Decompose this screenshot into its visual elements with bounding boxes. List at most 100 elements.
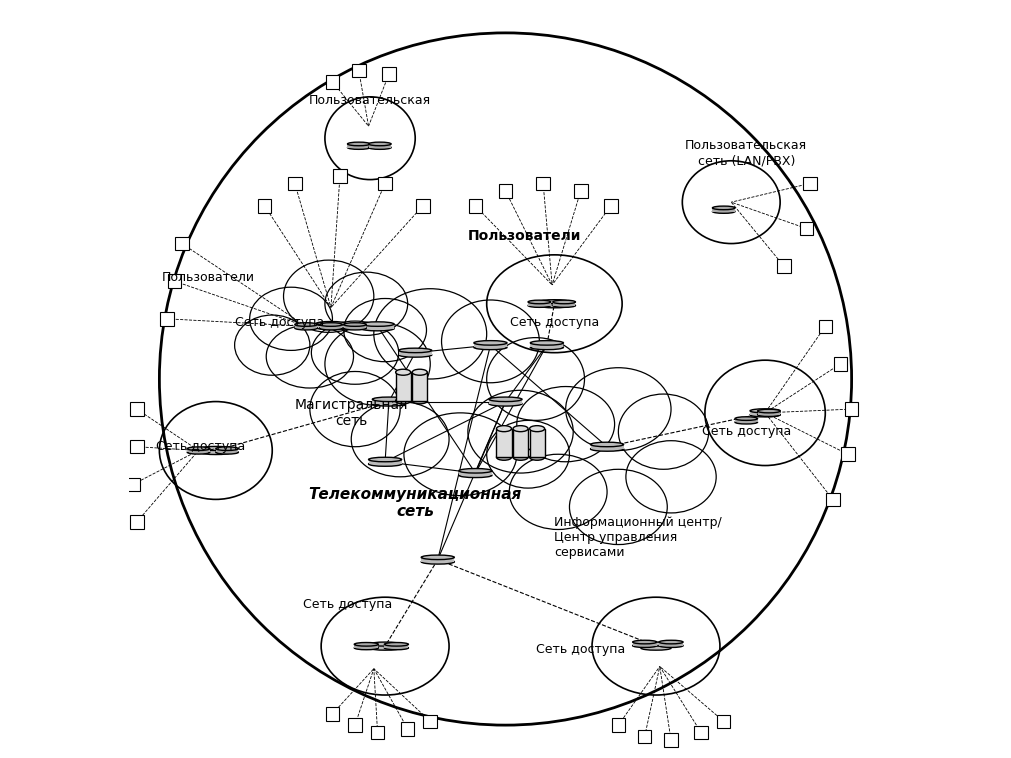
Bar	[638, 730, 651, 743]
Ellipse shape	[474, 345, 507, 349]
Ellipse shape	[422, 555, 454, 559]
Bar	[344, 324, 366, 328]
Ellipse shape	[468, 390, 573, 473]
Ellipse shape	[412, 369, 428, 375]
Text: Телекоммуникационная
сеть: Телекоммуникационная сеть	[308, 487, 522, 519]
Ellipse shape	[201, 450, 231, 455]
Ellipse shape	[354, 646, 378, 650]
Bar	[348, 719, 362, 732]
Bar	[489, 399, 522, 404]
Ellipse shape	[590, 446, 624, 451]
Bar	[833, 357, 847, 371]
Bar	[757, 411, 780, 415]
Ellipse shape	[590, 442, 624, 446]
Ellipse shape	[641, 642, 671, 646]
Ellipse shape	[750, 409, 780, 413]
Ellipse shape	[370, 642, 400, 646]
Ellipse shape	[528, 409, 686, 507]
Ellipse shape	[757, 409, 780, 413]
Ellipse shape	[530, 454, 545, 460]
Bar	[398, 350, 432, 355]
Ellipse shape	[633, 644, 657, 647]
Bar	[326, 75, 340, 89]
Ellipse shape	[348, 146, 370, 149]
Ellipse shape	[361, 322, 394, 327]
Ellipse shape	[735, 417, 757, 421]
Ellipse shape	[384, 646, 408, 650]
Ellipse shape	[530, 426, 545, 431]
Bar	[319, 324, 342, 328]
Ellipse shape	[659, 644, 683, 647]
Ellipse shape	[370, 646, 400, 650]
Ellipse shape	[315, 321, 346, 326]
Bar	[469, 199, 482, 213]
Text: Пользовательская: Пользовательская	[309, 94, 431, 107]
Text: Информационный центр/
Центр управления
сервисами: Информационный центр/ Центр управления с…	[554, 515, 722, 559]
Bar	[348, 144, 370, 148]
Bar	[633, 642, 657, 646]
Bar	[800, 222, 813, 235]
Ellipse shape	[633, 641, 657, 644]
Bar	[295, 324, 317, 328]
Ellipse shape	[374, 289, 486, 379]
Ellipse shape	[384, 643, 408, 646]
Bar	[528, 302, 551, 305]
Polygon shape	[530, 429, 545, 457]
Ellipse shape	[569, 469, 667, 544]
Bar	[537, 177, 550, 190]
Bar	[804, 177, 817, 190]
Bar	[352, 64, 366, 77]
Bar	[354, 644, 378, 648]
Bar	[130, 440, 144, 453]
Bar	[604, 199, 618, 213]
Ellipse shape	[459, 468, 492, 473]
Bar	[819, 320, 832, 333]
Ellipse shape	[486, 337, 584, 421]
Bar	[130, 402, 144, 416]
Ellipse shape	[404, 413, 517, 496]
Ellipse shape	[553, 300, 575, 304]
Ellipse shape	[215, 450, 239, 454]
Ellipse shape	[311, 321, 398, 384]
Ellipse shape	[474, 340, 507, 345]
Bar	[382, 67, 395, 81]
Ellipse shape	[735, 421, 757, 424]
Ellipse shape	[486, 421, 569, 488]
Bar	[369, 144, 391, 148]
Ellipse shape	[626, 440, 716, 513]
Ellipse shape	[283, 260, 374, 332]
Ellipse shape	[325, 272, 407, 335]
Ellipse shape	[361, 327, 394, 330]
Text: Магистральная
сеть: Магистральная сеть	[294, 398, 408, 428]
Ellipse shape	[531, 340, 563, 345]
Ellipse shape	[273, 293, 389, 358]
Ellipse shape	[250, 287, 333, 350]
Bar	[372, 399, 405, 404]
Ellipse shape	[319, 327, 342, 330]
Bar	[612, 719, 625, 732]
Ellipse shape	[369, 462, 401, 466]
Ellipse shape	[315, 326, 346, 330]
Ellipse shape	[517, 387, 615, 462]
Bar	[201, 449, 231, 453]
Ellipse shape	[395, 369, 410, 375]
Bar	[168, 274, 181, 288]
Ellipse shape	[619, 394, 709, 469]
Bar	[459, 471, 492, 475]
Bar	[574, 184, 587, 198]
Bar	[175, 236, 189, 250]
Text: Пользователи: Пользователи	[468, 229, 581, 243]
Bar	[369, 459, 401, 464]
Ellipse shape	[187, 450, 210, 454]
Text: Сеть доступа: Сеть доступа	[236, 316, 325, 329]
Ellipse shape	[309, 371, 400, 446]
Bar	[717, 715, 731, 728]
Polygon shape	[513, 429, 528, 457]
Bar	[777, 259, 791, 273]
Ellipse shape	[354, 643, 378, 646]
Bar	[539, 302, 569, 305]
Bar	[126, 478, 140, 491]
Bar	[659, 642, 683, 646]
Ellipse shape	[750, 413, 780, 417]
Bar	[531, 343, 563, 347]
